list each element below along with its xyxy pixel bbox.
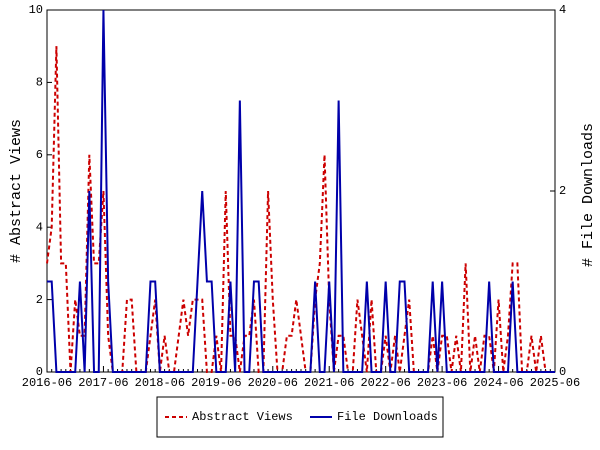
y-tick-label: 6 bbox=[36, 148, 43, 162]
y-tick-label: 10 bbox=[29, 3, 43, 17]
y-tick-label: 0 bbox=[36, 365, 43, 379]
x-tick-label: 2023-06 bbox=[417, 376, 467, 390]
series-line bbox=[47, 9, 555, 373]
x-tick-label: 2019-06 bbox=[191, 376, 241, 390]
x-tick-label: 2018-06 bbox=[135, 376, 185, 390]
y-tick-label: 8 bbox=[36, 76, 43, 90]
x-tick-label: 2024-06 bbox=[473, 376, 523, 390]
x-tick-label: 2021-06 bbox=[304, 376, 354, 390]
x-tick-label: 2020-06 bbox=[248, 376, 298, 390]
legend-label: File Downloads bbox=[337, 410, 438, 424]
x-tick-label: 2017-06 bbox=[78, 376, 128, 390]
legend-label: Abstract Views bbox=[192, 410, 293, 424]
y2-tick-label: 0 bbox=[559, 365, 566, 379]
y-tick-label: 2 bbox=[36, 293, 43, 307]
y-tick-label: 4 bbox=[36, 220, 43, 234]
series-line bbox=[46, 46, 555, 373]
legend-box bbox=[156, 396, 444, 438]
x-tick-label: 2022-06 bbox=[360, 376, 410, 390]
x-tick-label: 2025-06 bbox=[530, 376, 580, 390]
x-tick-label: 2016-06 bbox=[22, 376, 72, 390]
y2-tick-label: 2 bbox=[559, 184, 566, 198]
y2-axis-label: # File Downloads bbox=[580, 123, 597, 267]
y-axis-label: # Abstract Views bbox=[8, 119, 25, 263]
y2-tick-label: 4 bbox=[559, 3, 566, 17]
plot-frame bbox=[46, 9, 556, 373]
